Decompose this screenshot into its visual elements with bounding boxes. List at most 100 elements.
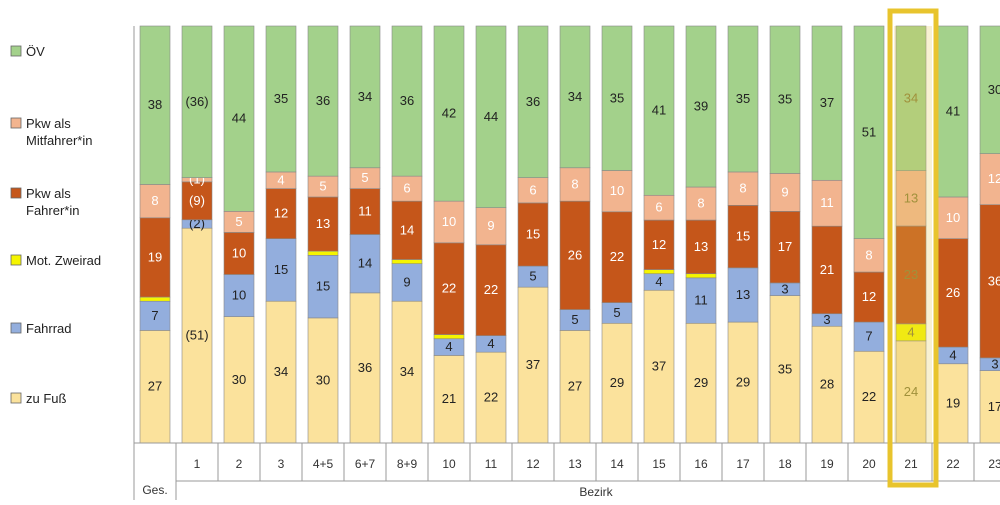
- tick-label: 19: [820, 457, 834, 471]
- bar-segment: [937, 25, 969, 198]
- data-label: 37: [652, 359, 666, 374]
- data-label: 44: [232, 111, 246, 126]
- data-label: 11: [820, 195, 834, 210]
- bar-segment: [517, 177, 549, 204]
- data-label: 6: [403, 181, 410, 196]
- data-label: 13: [736, 287, 750, 302]
- bar-segment: [685, 273, 717, 279]
- bar-segment: [937, 196, 969, 239]
- bar-segment: [307, 250, 339, 256]
- bar-segment: [559, 330, 591, 444]
- bar-segment: [223, 316, 255, 444]
- data-label: 10: [946, 210, 960, 225]
- bar-segment: [391, 175, 423, 202]
- bar-segment: [979, 25, 1000, 154]
- tick-label: 20: [862, 457, 876, 471]
- data-label: 6: [655, 200, 662, 215]
- data-label: 36: [358, 360, 372, 375]
- bar-segment: [265, 25, 297, 173]
- data-label: 35: [778, 92, 792, 107]
- tick-label: 14: [610, 457, 624, 471]
- data-label: 11: [358, 204, 372, 219]
- data-label: 8: [151, 193, 158, 208]
- data-label: 8: [739, 181, 746, 196]
- data-label: 34: [568, 89, 582, 104]
- data-label: 35: [778, 361, 792, 376]
- data-label: 35: [736, 91, 750, 106]
- bar-segment: [433, 25, 465, 202]
- data-label: 34: [400, 364, 414, 379]
- data-label: 34: [358, 89, 372, 104]
- bar-segment: [685, 322, 717, 444]
- bar-segment: [769, 25, 801, 174]
- bar-segment: [391, 263, 423, 302]
- data-label: 8: [865, 247, 872, 262]
- legend-swatch: [10, 187, 22, 199]
- bar-segment: [853, 238, 885, 273]
- bar-segment: [559, 200, 591, 310]
- highlight-frame: [887, 8, 939, 488]
- bars-layer: 27719838(51)(2)(9)(1)(36)301010544341512…: [139, 25, 1000, 444]
- data-label: 13: [694, 239, 708, 254]
- legend-swatch: [10, 254, 22, 266]
- bar-segment: [685, 219, 717, 275]
- data-label: 51: [862, 124, 876, 139]
- bar-segment: [601, 170, 633, 213]
- data-label: 5: [571, 312, 578, 327]
- data-label: 21: [442, 391, 456, 406]
- data-label: 15: [736, 229, 750, 244]
- data-label: 8: [571, 176, 578, 191]
- data-label: 4: [907, 324, 914, 339]
- bar-segment: [223, 232, 255, 275]
- bar-segment: [685, 186, 717, 221]
- data-label: 5: [235, 214, 242, 229]
- legend-swatch: [10, 392, 22, 404]
- data-label: 22: [484, 390, 498, 405]
- tick-label: 10: [442, 457, 456, 471]
- data-label: 39: [694, 99, 708, 114]
- bar-segment: [895, 25, 927, 171]
- bar-segment: [349, 292, 381, 444]
- bar-segment: [307, 255, 339, 319]
- data-label: 22: [862, 389, 876, 404]
- tick-label: 22: [946, 457, 960, 471]
- bar-segment: [517, 25, 549, 178]
- data-label: 22: [442, 281, 456, 296]
- tick-label: 3: [278, 457, 285, 471]
- bar-segment: [727, 25, 759, 173]
- bar-segment: [769, 295, 801, 444]
- legend-label: Fahrer*in: [26, 203, 79, 218]
- data-label: 26: [568, 247, 582, 262]
- data-label: 29: [736, 375, 750, 390]
- bar-segment: [223, 25, 255, 212]
- x-axis-title: Bezirk: [579, 485, 613, 499]
- bar-segment: [433, 334, 465, 340]
- data-label: 41: [652, 103, 666, 118]
- tick-label: 2: [236, 457, 243, 471]
- legend-label: Mot. Zweirad: [26, 253, 101, 268]
- legend-label: ÖV: [26, 44, 45, 59]
- bar-segment: [181, 181, 213, 221]
- data-label: 13: [316, 216, 330, 231]
- bar-segment: [349, 25, 381, 169]
- bar-segment: [685, 25, 717, 188]
- bar-segment: [727, 205, 759, 269]
- legend-label: Mitfahrer*in: [26, 133, 92, 148]
- bar-segment: [601, 322, 633, 444]
- data-label: 37: [526, 357, 540, 372]
- tick-label: 13: [568, 457, 582, 471]
- bar-segment: [349, 188, 381, 235]
- legend-label: Pkw als: [26, 116, 71, 131]
- data-label: 4: [445, 339, 452, 354]
- data-label: 30: [232, 372, 246, 387]
- data-label: 17: [988, 399, 1000, 414]
- data-label: 10: [610, 183, 624, 198]
- bar-segment: [559, 167, 591, 202]
- data-label: 12: [274, 206, 288, 221]
- tick-label: 11: [485, 457, 498, 471]
- data-label: 21: [820, 262, 834, 277]
- bar-segment: [853, 271, 885, 323]
- data-label: 28: [820, 377, 834, 392]
- data-label: (9): [189, 193, 205, 208]
